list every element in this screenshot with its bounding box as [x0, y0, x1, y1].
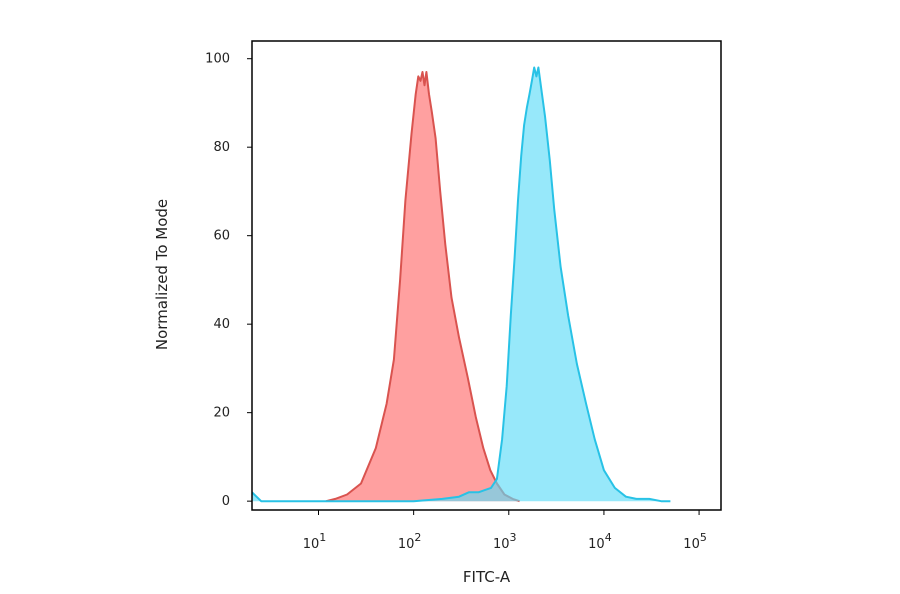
- y-tick-label: 0: [222, 494, 230, 509]
- x-tick-label: 104: [588, 531, 612, 552]
- y-tick-label: 80: [213, 140, 230, 155]
- y-axis-ticks: 0 20 40 60 80 100: [205, 52, 252, 509]
- x-axis-ticks: 101 102 103 104 105: [303, 510, 707, 552]
- series-1-line: [325, 71, 520, 503]
- y-tick-label: 20: [213, 406, 230, 421]
- y-tick-label: 40: [213, 317, 230, 332]
- y-tick-label: 100: [205, 52, 230, 67]
- y-tick-label: 60: [213, 229, 230, 244]
- x-axis-label: FITC-A: [463, 568, 511, 586]
- x-tick-label: 103: [493, 531, 517, 552]
- x-tick-label: 105: [683, 531, 707, 552]
- x-tick-label: 101: [303, 531, 327, 552]
- series-2-line: [252, 66, 671, 503]
- x-tick-label: 102: [398, 531, 422, 552]
- series-1-area: [326, 72, 520, 502]
- y-axis-label: Normalized To Mode: [153, 199, 171, 350]
- series-layer: [252, 66, 671, 503]
- series-2-area: [252, 67, 671, 502]
- plot-frame: [251, 40, 722, 511]
